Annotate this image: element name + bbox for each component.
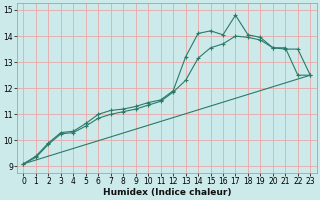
X-axis label: Humidex (Indice chaleur): Humidex (Indice chaleur) xyxy=(103,188,231,197)
